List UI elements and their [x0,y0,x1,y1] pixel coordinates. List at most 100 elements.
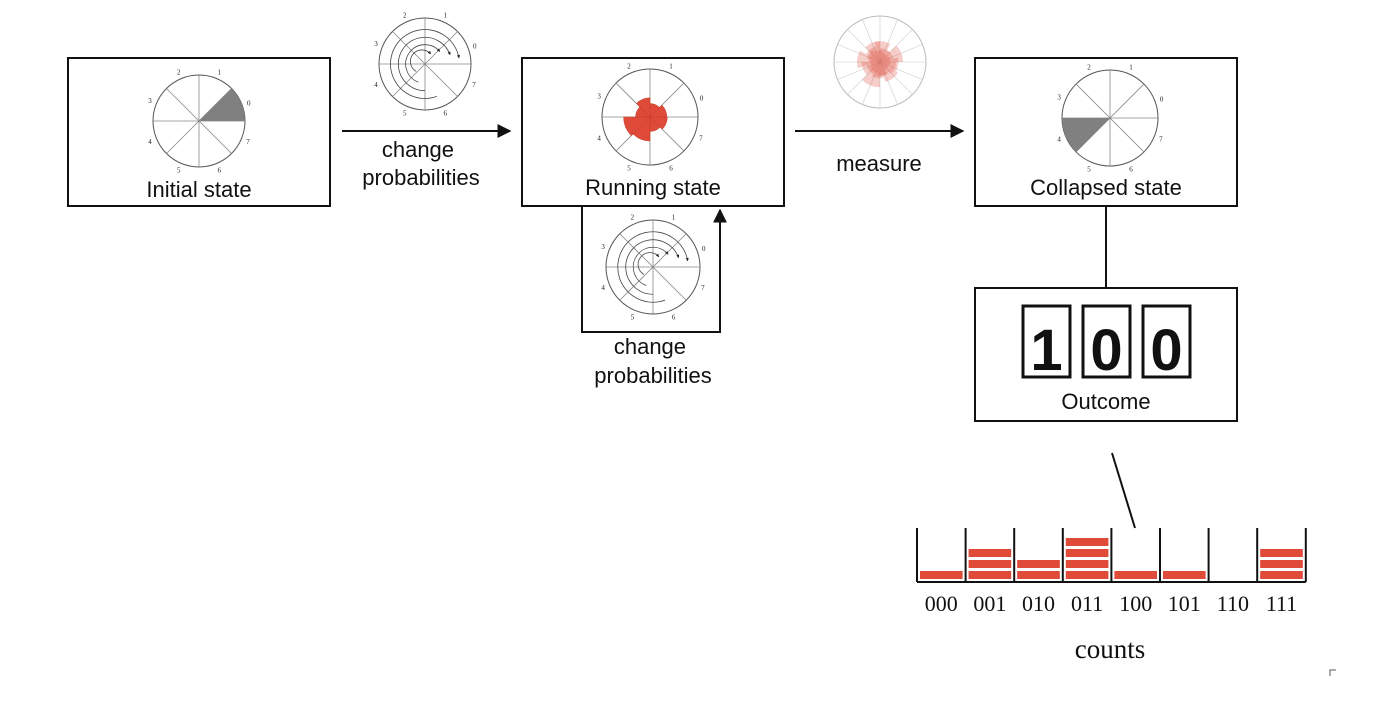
bin-label: 000 [925,591,958,616]
wheel-tick-label: 6 [672,313,676,321]
bin-label: 001 [973,591,1006,616]
wheel-tick-label: 1 [444,12,448,20]
digit-frame [1081,304,1132,379]
measurement-rose-icon [833,15,927,109]
wheel-tick-label: 5 [631,313,635,321]
count-block [1260,571,1303,579]
collapsed-state-label: Collapsed state [1030,175,1182,200]
rose-segment [868,53,880,62]
rose-segment [880,45,903,62]
rose-segment [880,48,890,62]
wheel-tick-label: 0 [247,99,251,107]
transition-arc [397,36,451,92]
rose-segment [874,50,883,62]
wheel-tick-label: 5 [627,164,631,172]
wheel-spoke [862,61,881,105]
rose-segment [649,116,668,130]
transition-arc [405,44,441,83]
wheel-tick-label: 0 [700,95,704,103]
rose-segment [632,116,651,142]
rose-segment [880,53,888,62]
wheel-tick-label: 4 [597,135,601,143]
rose-segment [857,50,880,68]
initial-state-label: Initial state [146,177,251,202]
wheel-spoke [392,31,458,97]
wheel-tick-label: 3 [1057,93,1061,101]
outcome-digit: 1 [1030,318,1062,383]
wheel-tick-label: 3 [374,40,378,48]
rose-segment [880,62,897,74]
count-block [1017,571,1060,579]
outcome-box [974,287,1238,422]
wheel-tick-label: 6 [444,109,448,117]
wheel-spoke [847,61,881,95]
rose-segment [880,62,890,76]
digit-frame [1021,304,1072,379]
digit-frame [1141,304,1192,379]
transition-arc [625,239,680,295]
outcome-digits: 1 0 0 [1021,304,1192,383]
rose-segment [876,62,887,76]
rose-segment [866,46,880,62]
running-state-box [521,57,785,207]
wheel-tick-label: 2 [177,69,181,77]
transform-wheel-icon-top: 0 1 2 3 4 5 6 7 [374,12,477,118]
wheel-tick-label: 0 [1160,96,1164,104]
bin-label: 110 [1217,591,1249,616]
count-block [1065,571,1109,579]
wheel-spoke [862,19,881,63]
wheel-tick-label: 5 [1087,165,1091,173]
rose-segment [865,41,880,62]
rose-segment [880,57,899,72]
wheel-tick-label: 2 [403,12,407,20]
count-block [1163,571,1206,579]
wheel-tick-label: 7 [1159,136,1163,144]
transition-arc [637,252,660,275]
wheel-spoke [879,19,898,63]
wheel-spoke [837,44,881,63]
corner-mark [1329,669,1336,676]
running-wheel-icon: 0 1 2 3 4 5 6 7 [597,63,703,173]
change-probabilities-label-top: change probabilities [362,137,479,190]
count-block [968,571,1012,579]
count-block [968,560,1012,568]
count-block [920,571,963,579]
wheel-tick-label: 2 [631,214,635,222]
wheel-tick-label: 3 [601,243,605,251]
transition-arc [617,231,689,303]
state-sector [1062,118,1110,152]
rose-segment [866,62,880,74]
wheel-tick-label: 3 [597,92,601,100]
wheel-tick-label: 7 [699,135,703,143]
wheel-tick-label: 7 [246,138,250,146]
wheel-tick-label: 2 [1087,64,1091,72]
wheel-tick-label: 4 [374,81,378,89]
self-loop-arrow [581,206,727,333]
wheel-spoke [837,61,881,80]
wheel-spoke [879,44,923,63]
counts-label: counts [1075,634,1146,664]
rose-segment [623,116,651,137]
wheel-tick-label: 1 [218,69,222,77]
rose-segment [880,62,898,82]
wheel-tick-label: 2 [627,63,631,71]
wheel-tick-label: 7 [701,284,705,292]
rose-segment [871,62,885,79]
wheel-spoke [847,29,881,63]
outcome-label: Outcome [1061,389,1150,414]
count-block [1114,571,1157,579]
rose-segment [636,97,651,118]
wheel-tick-label: 4 [1057,136,1061,144]
wheel-tick-label: 1 [672,214,676,222]
count-block [1260,549,1303,557]
wheel-spoke [879,61,923,80]
wheel-spoke [879,61,913,95]
rose-segment [880,50,894,62]
change-probabilities-label-loop: change probabilities [594,334,711,388]
initial-state-box [67,57,331,207]
outcome-digit: 0 [1090,318,1122,383]
outcome-digit: 0 [1150,318,1182,383]
transition-arc [410,49,432,72]
running-state-label: Running state [585,175,721,200]
wheel-tick-label: 4 [148,138,152,146]
